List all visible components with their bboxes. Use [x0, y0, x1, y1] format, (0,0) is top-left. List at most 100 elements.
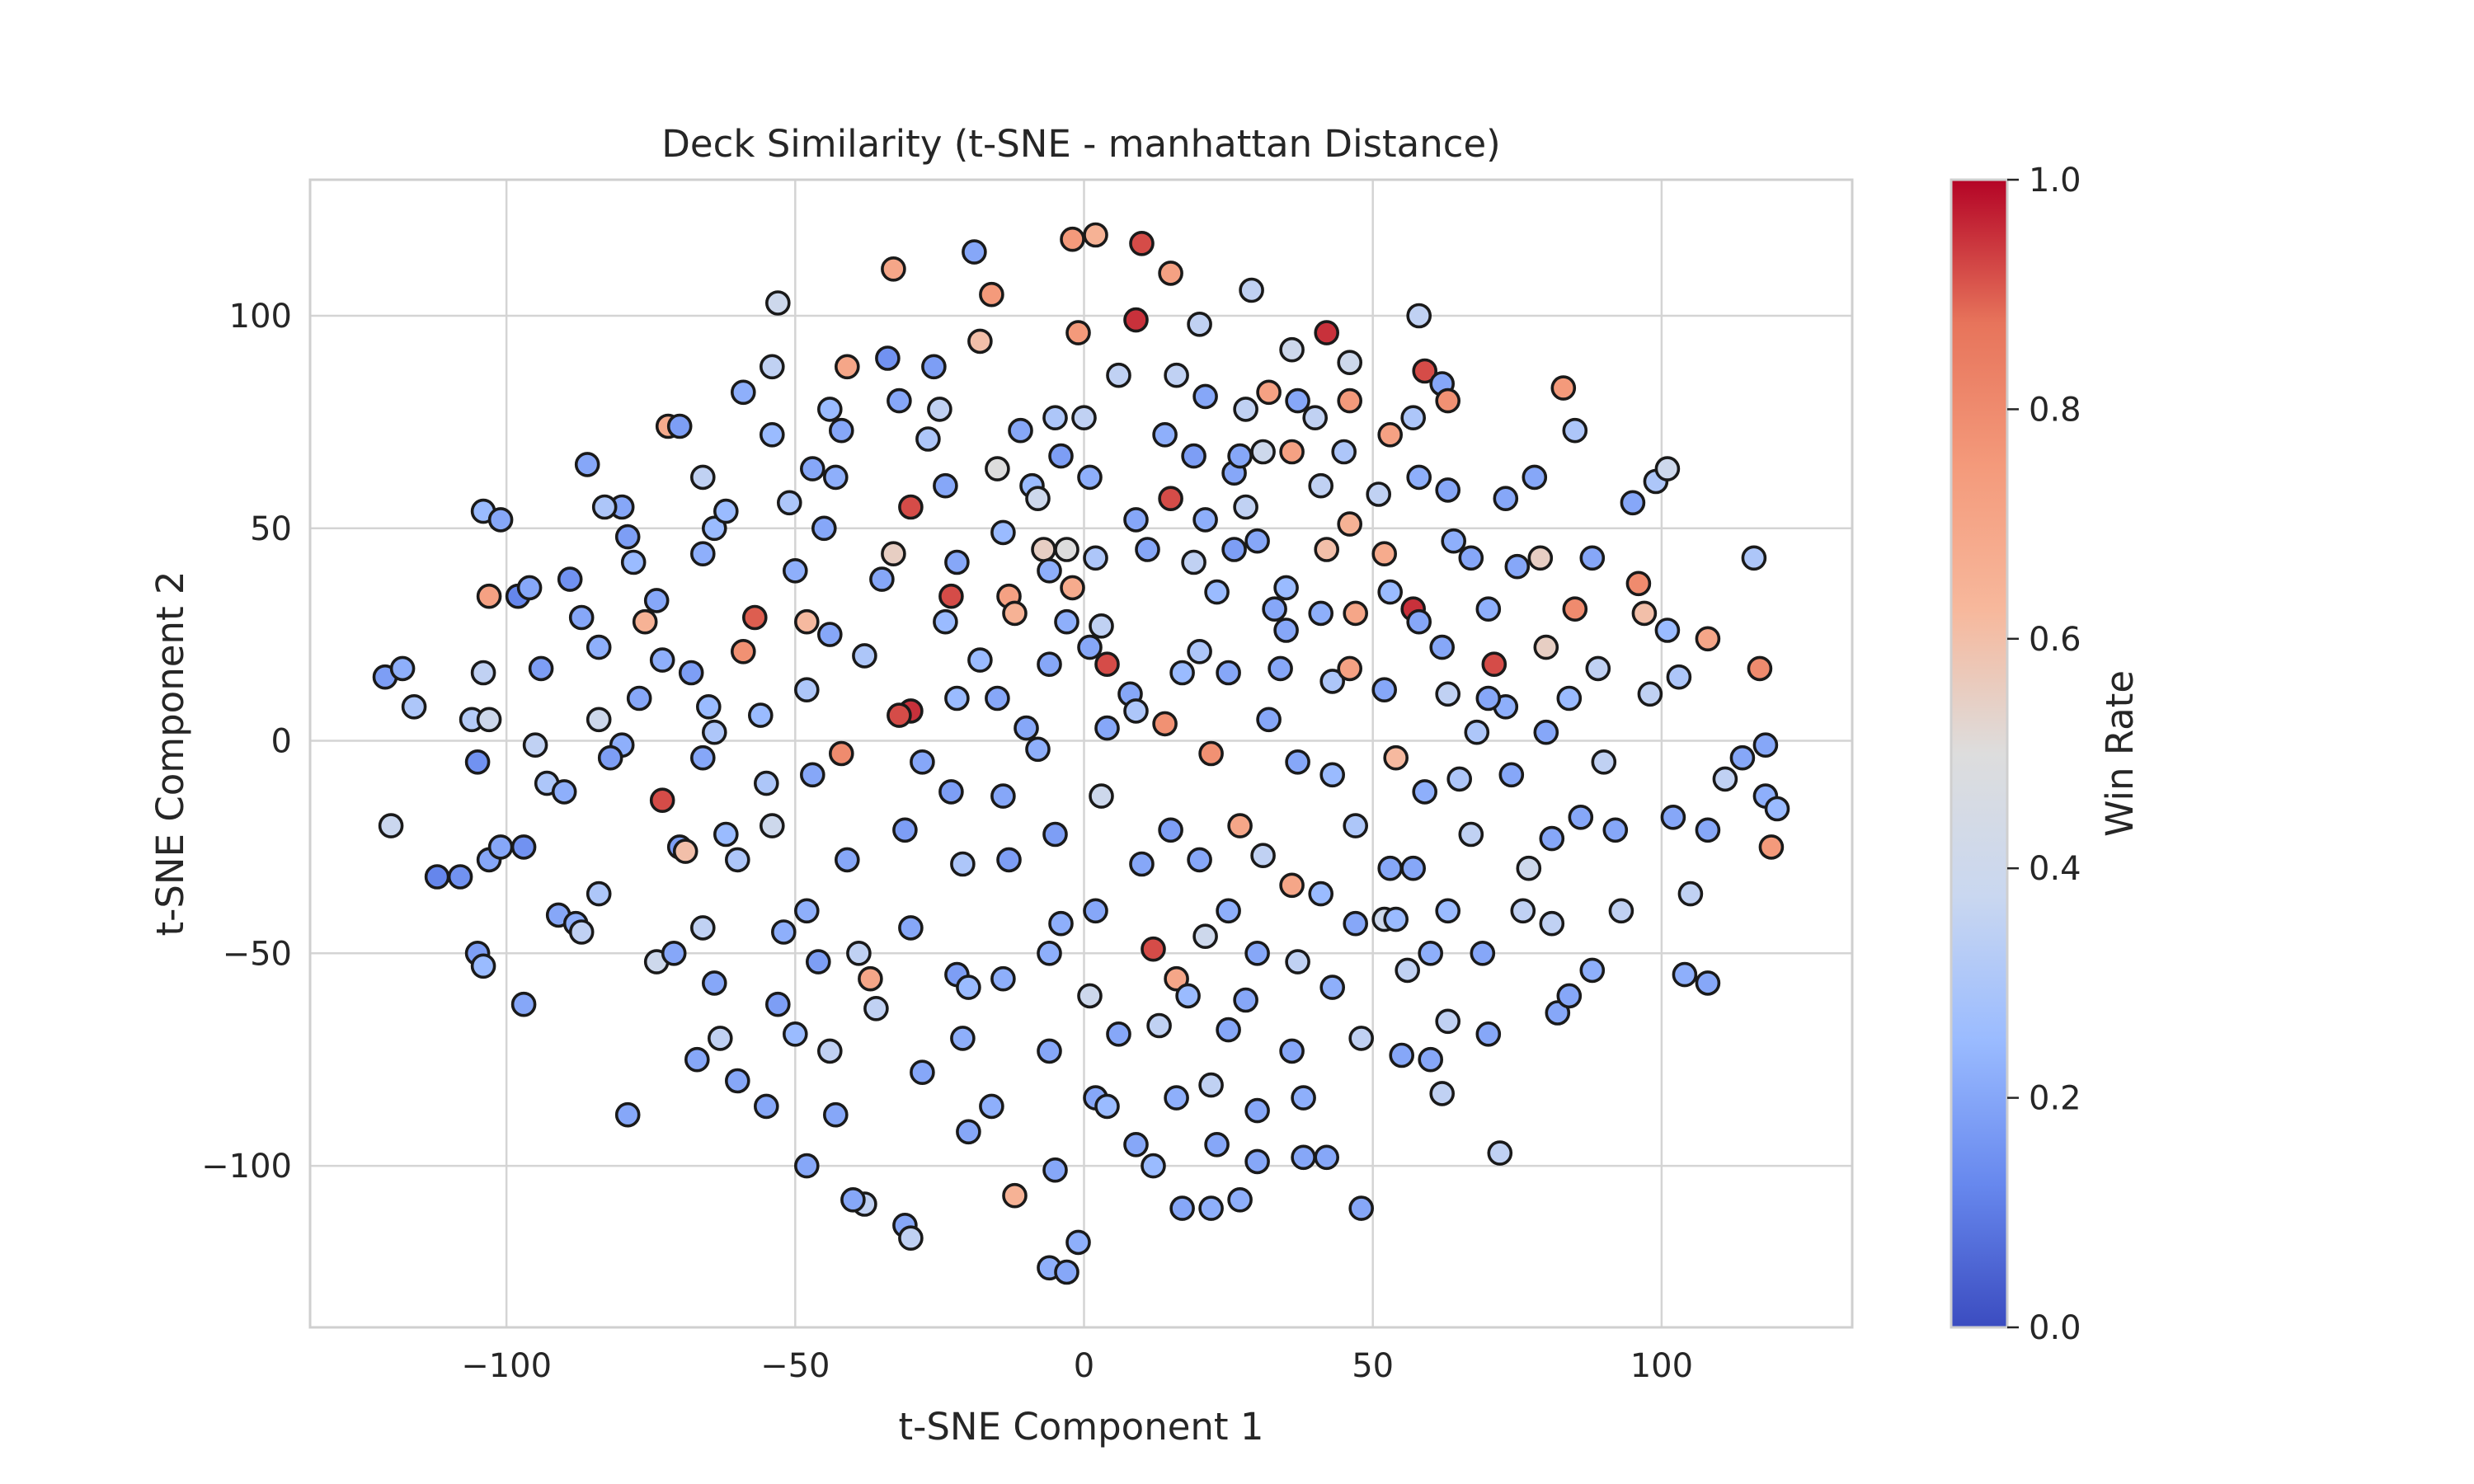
data-point	[1435, 477, 1460, 503]
data-point	[846, 941, 872, 966]
data-point	[649, 787, 675, 814]
data-point	[1187, 847, 1212, 873]
data-point	[875, 345, 901, 371]
chart-title: Deck Similarity (t-SNE - manhattan Dista…	[661, 122, 1501, 166]
data-point	[1083, 222, 1108, 248]
data-point	[835, 847, 860, 873]
data-point	[1233, 397, 1258, 422]
data-point	[1094, 651, 1120, 678]
data-point	[487, 834, 514, 860]
data-point	[782, 1021, 808, 1047]
data-point	[962, 239, 987, 265]
colorbar: 0.0 0.2 0.4 0.6 0.8 1.0 Win Rate	[1950, 162, 2142, 1347]
x-tick-label: 50	[1352, 1347, 1394, 1385]
data-point	[1025, 736, 1051, 763]
colorbar-tick-label: 0.2	[2029, 1080, 2081, 1118]
data-point	[956, 974, 981, 1000]
data-point	[528, 655, 554, 682]
data-point	[1175, 983, 1201, 1009]
data-point	[892, 817, 918, 843]
data-point	[1054, 608, 1079, 635]
data-point	[816, 397, 843, 422]
data-point	[793, 1153, 820, 1179]
data-point	[1729, 744, 1756, 771]
data-point	[1256, 379, 1282, 406]
data-point	[979, 281, 1004, 308]
data-point	[661, 941, 687, 966]
data-point	[933, 472, 958, 499]
data-point	[1556, 983, 1583, 1009]
data-point	[1418, 1046, 1443, 1073]
data-point	[741, 604, 768, 631]
data-point	[1094, 1093, 1120, 1120]
y-tick-label: −50	[223, 935, 292, 973]
data-point	[1279, 336, 1305, 363]
data-point	[1498, 762, 1525, 788]
data-point	[701, 515, 727, 542]
data-point	[1435, 1008, 1460, 1035]
data-point	[1337, 350, 1362, 376]
data-point	[1510, 898, 1536, 924]
colorbar-gradient	[1950, 178, 2009, 1329]
data-point	[1383, 744, 1409, 771]
data-point	[793, 608, 820, 635]
data-point	[835, 354, 860, 380]
data-point	[614, 524, 641, 550]
data-point	[938, 779, 964, 805]
data-point	[1435, 681, 1460, 707]
data-point	[1192, 507, 1218, 533]
data-point	[476, 707, 502, 733]
data-point	[793, 677, 820, 703]
data-point	[1152, 421, 1178, 448]
data-point	[1227, 443, 1253, 469]
data-points	[372, 222, 1790, 1285]
data-point	[672, 838, 698, 864]
data-point	[1221, 537, 1247, 562]
data-point	[557, 566, 583, 592]
data-point	[1475, 685, 1502, 711]
data-point	[1273, 618, 1299, 643]
data-point	[1239, 277, 1264, 303]
y-tick-label: 50	[250, 510, 292, 548]
data-point	[713, 821, 739, 848]
data-point	[747, 702, 774, 728]
data-point	[1337, 655, 1362, 682]
data-point	[1406, 464, 1432, 491]
data-point	[464, 749, 491, 775]
data-point	[1677, 881, 1704, 907]
data-point	[1106, 1021, 1131, 1047]
y-tick-label: 0	[271, 723, 292, 761]
data-point	[1504, 553, 1531, 580]
data-point	[707, 1026, 733, 1051]
data-point	[967, 647, 993, 673]
data-point	[944, 685, 970, 711]
data-point	[1273, 575, 1299, 601]
data-point	[1279, 439, 1305, 465]
data-point	[1054, 537, 1079, 562]
data-point	[1083, 898, 1108, 924]
data-point	[614, 1101, 641, 1128]
data-point	[568, 604, 595, 631]
data-point	[1308, 472, 1333, 499]
data-point	[1123, 307, 1149, 333]
data-point	[1285, 949, 1310, 974]
data-point	[1077, 634, 1103, 660]
data-point	[1527, 545, 1554, 571]
data-point	[1308, 600, 1333, 627]
y-tick-label: −100	[201, 1148, 292, 1186]
data-point	[1094, 715, 1120, 741]
data-point	[1123, 1132, 1149, 1158]
data-point	[1244, 1097, 1270, 1124]
data-point	[979, 1093, 1004, 1120]
data-point	[1141, 1153, 1166, 1179]
data-point	[1048, 910, 1074, 937]
data-point	[649, 647, 675, 673]
data-point	[799, 456, 825, 481]
data-point	[1752, 732, 1779, 758]
data-point	[753, 1093, 779, 1120]
data-point	[1129, 230, 1155, 256]
data-point	[591, 494, 618, 520]
data-point	[1077, 983, 1103, 1009]
data-point	[938, 583, 964, 609]
data-point	[551, 779, 577, 805]
